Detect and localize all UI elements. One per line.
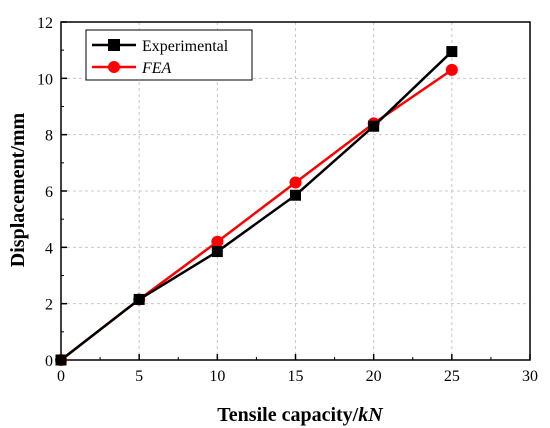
series-line-fea <box>60 68 453 361</box>
y-tick-label: 0 <box>45 353 53 370</box>
y-tick-label: 12 <box>37 15 53 32</box>
data-point-experimental <box>446 46 458 58</box>
data-point-experimental <box>211 246 223 258</box>
data-point-experimental <box>55 354 67 366</box>
x-axis-title-unit: kN <box>358 404 384 426</box>
data-point-experimental <box>133 293 145 305</box>
x-tick-label: 5 <box>135 368 143 385</box>
x-axis-title: Tensile capacity/kN <box>217 404 384 426</box>
x-axis-title-text: Tensile capacity/ <box>217 404 358 426</box>
data-point-experimental <box>290 189 301 201</box>
y-axis-title: Displacement/mm <box>7 112 29 267</box>
legend-label-fea: FEA <box>141 60 172 77</box>
data-point-fea <box>211 235 224 248</box>
data-point-experimental <box>368 120 380 132</box>
legend-marker-fea <box>108 61 120 73</box>
x-tick-label: 20 <box>366 368 382 385</box>
data-point-fea <box>289 176 302 189</box>
x-tick-label: 0 <box>57 368 65 385</box>
grid-lines <box>61 22 530 360</box>
x-tick-label: 30 <box>522 368 538 385</box>
x-tick-label: 10 <box>209 368 225 385</box>
x-tick-label: 15 <box>288 368 304 385</box>
legend-label-experimental: Experimental <box>142 38 229 55</box>
axis-ticks: 0 5 10 15 20 25 30 0 2 4 6 8 10 12 <box>37 15 538 385</box>
y-tick-label: 10 <box>37 71 53 88</box>
y-tick-label: 8 <box>45 128 53 145</box>
y-tick-label: 6 <box>45 184 53 201</box>
series-line-experimental <box>60 50 453 361</box>
y-tick-label: 4 <box>45 240 53 257</box>
legend-marker-experimental <box>108 39 120 51</box>
series-layer <box>55 46 458 366</box>
legend: Experimental FEA <box>85 29 253 81</box>
x-tick-label: 25 <box>444 368 460 385</box>
data-point-fea <box>445 63 458 76</box>
y-tick-label: 2 <box>45 297 53 314</box>
